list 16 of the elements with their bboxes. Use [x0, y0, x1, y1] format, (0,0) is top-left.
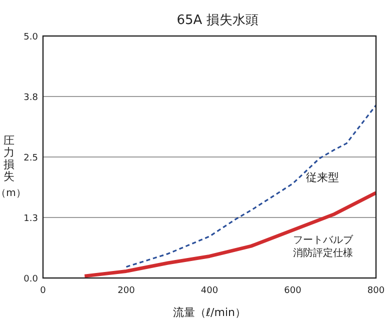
- x-tick-label: 600: [284, 286, 302, 296]
- x-tick-label: 800: [367, 286, 385, 296]
- chart-title: 65A 損失水頭: [176, 13, 258, 28]
- x-tick-label: 200: [118, 286, 136, 296]
- x-axis-title: 流量（ℓ/min）: [173, 306, 246, 319]
- y-tick-label: 2.5: [24, 154, 38, 164]
- series-label: 従来型: [306, 171, 340, 184]
- x-tick-label: 0: [40, 286, 46, 296]
- line-series: [82, 191, 378, 278]
- y-tick-label: 1.3: [24, 214, 38, 224]
- x-tick-label: 400: [200, 286, 218, 296]
- y-tick-label: 0.0: [24, 274, 38, 284]
- y-tick-label: 5.0: [24, 32, 38, 42]
- y-tick-label: 3.8: [24, 93, 38, 103]
- series-label: フートバルブ消防評定仕様: [292, 234, 354, 259]
- line-series: [125, 104, 377, 268]
